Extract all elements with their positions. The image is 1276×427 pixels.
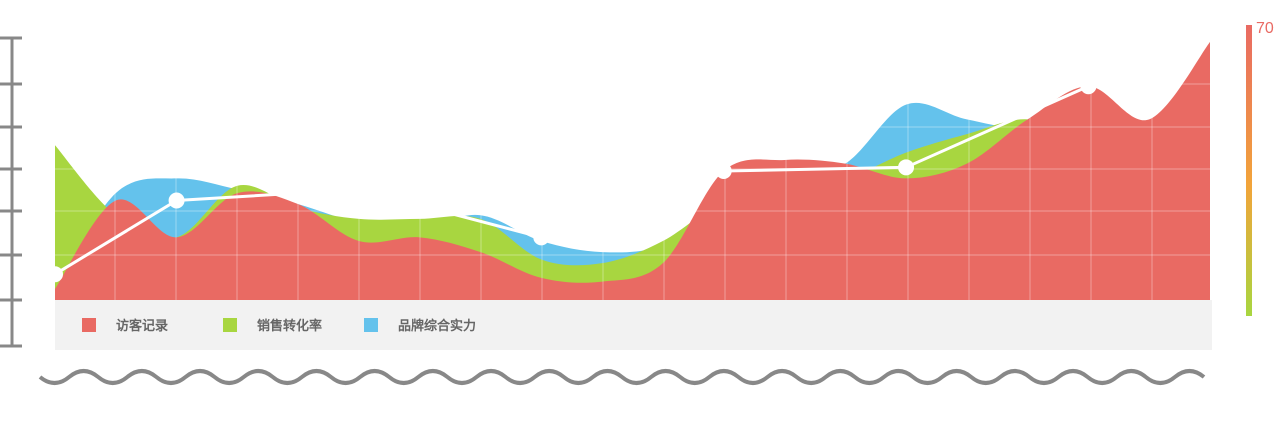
grid-lines	[55, 42, 1210, 300]
legend-label: 销售转化率	[257, 318, 322, 334]
legend-swatch	[223, 318, 237, 332]
area-series	[55, 42, 1210, 300]
wavy-line	[38, 369, 1206, 385]
trend-line-group	[47, 78, 1097, 283]
legend-swatch	[364, 318, 378, 332]
legend-background	[55, 300, 1212, 350]
legend: 访客记录 销售转化率 品牌综合实力	[55, 300, 1212, 350]
trend-point	[1080, 78, 1097, 95]
legend-label: 访客记录	[116, 318, 168, 334]
trend-point	[533, 229, 550, 246]
trend-point	[168, 192, 185, 209]
legend-label: 品牌综合实力	[398, 318, 476, 334]
color-scale: 70	[1246, 20, 1274, 316]
trend-point	[47, 266, 63, 283]
trend-point	[350, 181, 367, 198]
color-scale-bar	[1246, 25, 1252, 316]
y-axis	[0, 36, 22, 348]
trend-point	[715, 163, 732, 179]
area-series-group	[55, 42, 1210, 300]
trend-point	[898, 159, 915, 176]
color-scale-max-label: 70	[1256, 20, 1274, 37]
legend-swatch	[82, 318, 96, 332]
wavy-baseline	[38, 369, 1206, 385]
